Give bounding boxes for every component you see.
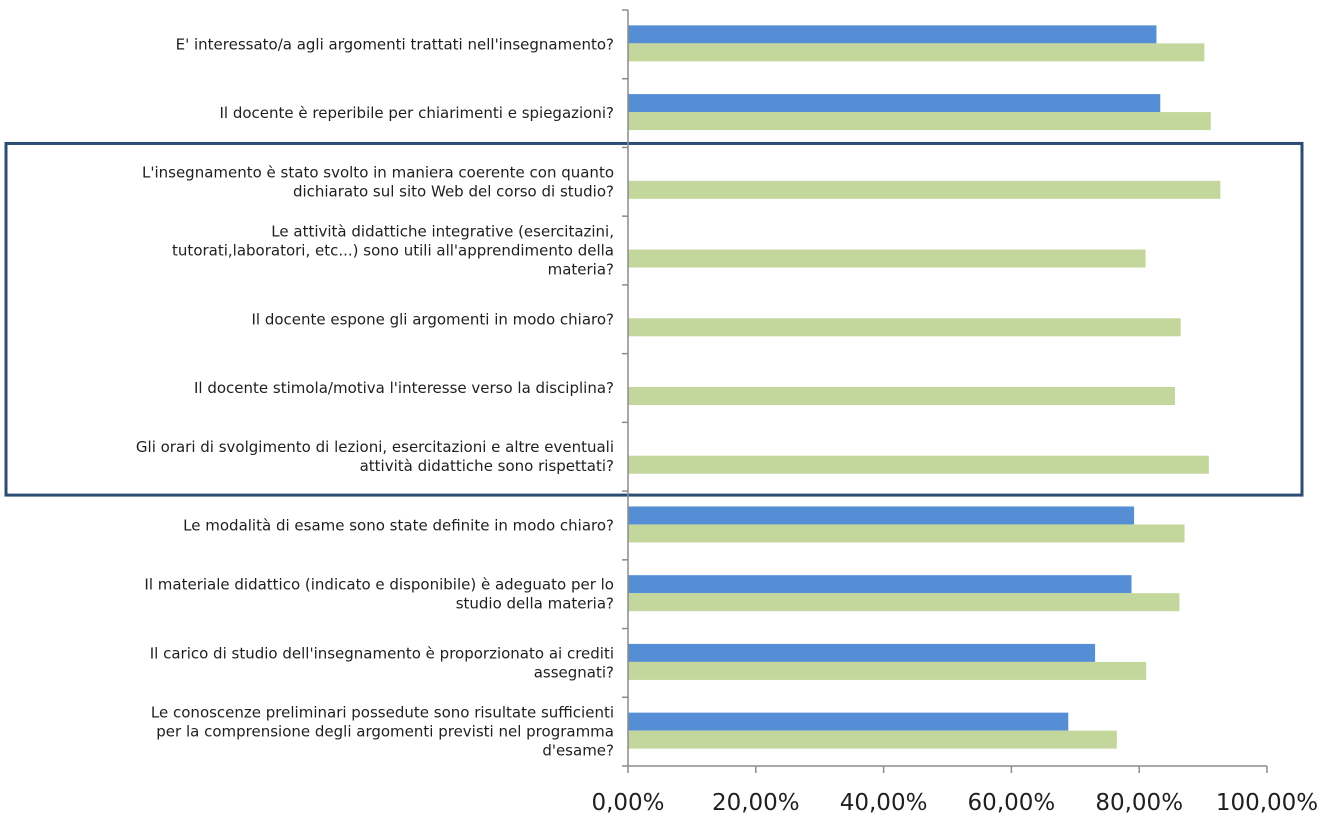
bar-series1-cat9 bbox=[628, 575, 1132, 594]
category-label: Il docente espone gli argomenti in modo … bbox=[251, 310, 614, 328]
category-label: E' interessato/a agli argomenti trattati… bbox=[176, 35, 614, 53]
bar-series2-cat1 bbox=[628, 43, 1205, 62]
category-label: Il docente stimola/motiva l'interesse ve… bbox=[194, 379, 614, 397]
category-label: Le attività didattiche integrative (eser… bbox=[172, 223, 614, 279]
x-tick-label: 0,00% bbox=[591, 790, 664, 816]
category-label: Il materiale didattico (indicato e dispo… bbox=[144, 576, 614, 613]
bar-series1-cat10 bbox=[628, 643, 1096, 662]
category-label: L'insegnamento è stato svolto in maniera… bbox=[142, 163, 614, 200]
bar-series2-cat9 bbox=[628, 593, 1180, 612]
highlight-box bbox=[4, 141, 1304, 497]
bar-series2-cat7 bbox=[628, 455, 1209, 474]
category-label: Le modalità di esame sono state definite… bbox=[183, 516, 614, 534]
bar-series2-cat5 bbox=[628, 318, 1181, 337]
bar-series1-cat8 bbox=[628, 506, 1135, 525]
bar-series1-cat2 bbox=[628, 94, 1161, 113]
category-label: Gli orari di svolgimento di lezioni, ese… bbox=[136, 438, 614, 475]
bar-series2-cat6 bbox=[628, 387, 1175, 405]
category-label: Il docente è reperibile per chiarimenti … bbox=[219, 104, 614, 122]
x-tick-label: 20,00% bbox=[712, 790, 800, 816]
x-tick-label: 60,00% bbox=[968, 790, 1056, 816]
category-label: Il carico di studio dell'insegnamento è … bbox=[150, 644, 614, 681]
bar-series1-cat1 bbox=[628, 25, 1157, 44]
bar-series2-cat3 bbox=[628, 180, 1221, 199]
category-label: Le conoscenze preliminari possedute sono… bbox=[151, 704, 614, 760]
bar-series2-cat8 bbox=[628, 524, 1185, 543]
bar-series2-cat10 bbox=[628, 661, 1147, 680]
bar-series2-cat2 bbox=[628, 112, 1211, 131]
bar-series1-cat11 bbox=[628, 712, 1069, 731]
x-tick-label: 40,00% bbox=[840, 790, 928, 816]
x-tick-label: 80,00% bbox=[1095, 790, 1183, 816]
bar-series2-cat11 bbox=[628, 730, 1117, 749]
bar-series2-cat4 bbox=[628, 249, 1146, 268]
x-tick-label: 100,00% bbox=[1216, 790, 1318, 816]
